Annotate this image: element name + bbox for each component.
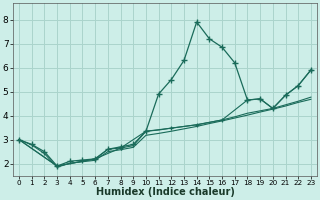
X-axis label: Humidex (Indice chaleur): Humidex (Indice chaleur)	[96, 187, 234, 197]
